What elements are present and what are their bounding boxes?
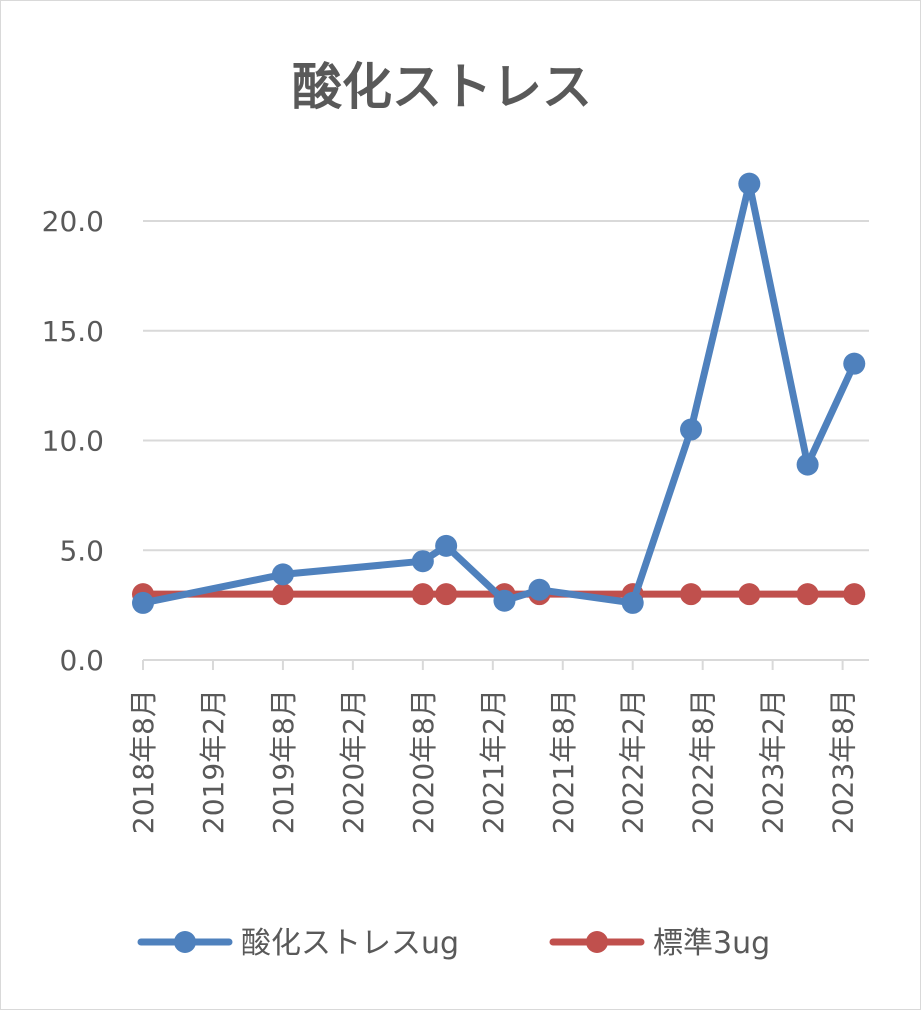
- data-point[interactable]: [738, 172, 761, 195]
- data-point[interactable]: [843, 583, 866, 606]
- y-axis-ticks: 0.0 5.0 10.0 15.0 20.0: [42, 205, 104, 677]
- x-tick-label: 2020年8月: [407, 689, 440, 834]
- data-point[interactable]: [435, 534, 458, 557]
- data-point[interactable]: [132, 591, 154, 614]
- data-point[interactable]: [435, 583, 458, 606]
- data-point[interactable]: [411, 550, 434, 573]
- data-point[interactable]: [843, 352, 866, 375]
- legend-label: 酸化ストレスug: [241, 926, 459, 961]
- data-point[interactable]: [271, 583, 294, 606]
- legend-label: 標準3ug: [653, 926, 770, 961]
- x-tick-label: 2023年2月: [757, 689, 790, 834]
- data-point[interactable]: [680, 583, 703, 606]
- y-tick-label: 15.0: [42, 315, 104, 348]
- x-tick-label: 2022年2月: [617, 689, 650, 834]
- x-tick-label: 2019年2月: [197, 689, 230, 834]
- gridlines: [143, 220, 869, 552]
- data-point[interactable]: [796, 453, 819, 476]
- chart-title: 酸化ストレス: [292, 58, 592, 116]
- x-tick-label: 2023年8月: [827, 689, 860, 834]
- legend[interactable]: 酸化ストレスug 標準3ug: [137, 926, 770, 961]
- data-point[interactable]: [528, 578, 551, 601]
- legend-item[interactable]: 標準3ug: [549, 926, 770, 961]
- x-tick-label: 2020年2月: [337, 689, 370, 834]
- legend-marker: [174, 931, 196, 953]
- series-group: [132, 172, 866, 614]
- series-oxidative-stress: [132, 172, 866, 614]
- data-point[interactable]: [621, 591, 644, 614]
- data-point[interactable]: [411, 583, 434, 606]
- legend-item[interactable]: 酸化ストレスug: [137, 926, 459, 961]
- x-tick-label: 2018年8月: [127, 689, 160, 834]
- x-axis: 2018年8月 2019年2月 2019年8月 2020年2月 2020年8月 2021年…: [127, 659, 869, 834]
- data-point[interactable]: [796, 583, 819, 606]
- legend-marker: [586, 931, 608, 953]
- data-point[interactable]: [493, 589, 516, 612]
- data-point[interactable]: [271, 563, 294, 586]
- y-tick-label: 5.0: [59, 534, 104, 567]
- x-tick-label: 2019年8月: [267, 689, 300, 834]
- x-tick-label: 2021年8月: [547, 689, 580, 834]
- y-tick-label: 10.0: [42, 425, 104, 458]
- y-tick-label: 0.0: [59, 644, 104, 677]
- series-line: [139, 180, 858, 607]
- x-tick-label: 2021年2月: [477, 689, 510, 834]
- x-tick-label: 2022年8月: [687, 689, 720, 834]
- data-point[interactable]: [738, 583, 761, 606]
- data-point[interactable]: [680, 418, 703, 441]
- y-tick-label: 20.0: [42, 205, 104, 238]
